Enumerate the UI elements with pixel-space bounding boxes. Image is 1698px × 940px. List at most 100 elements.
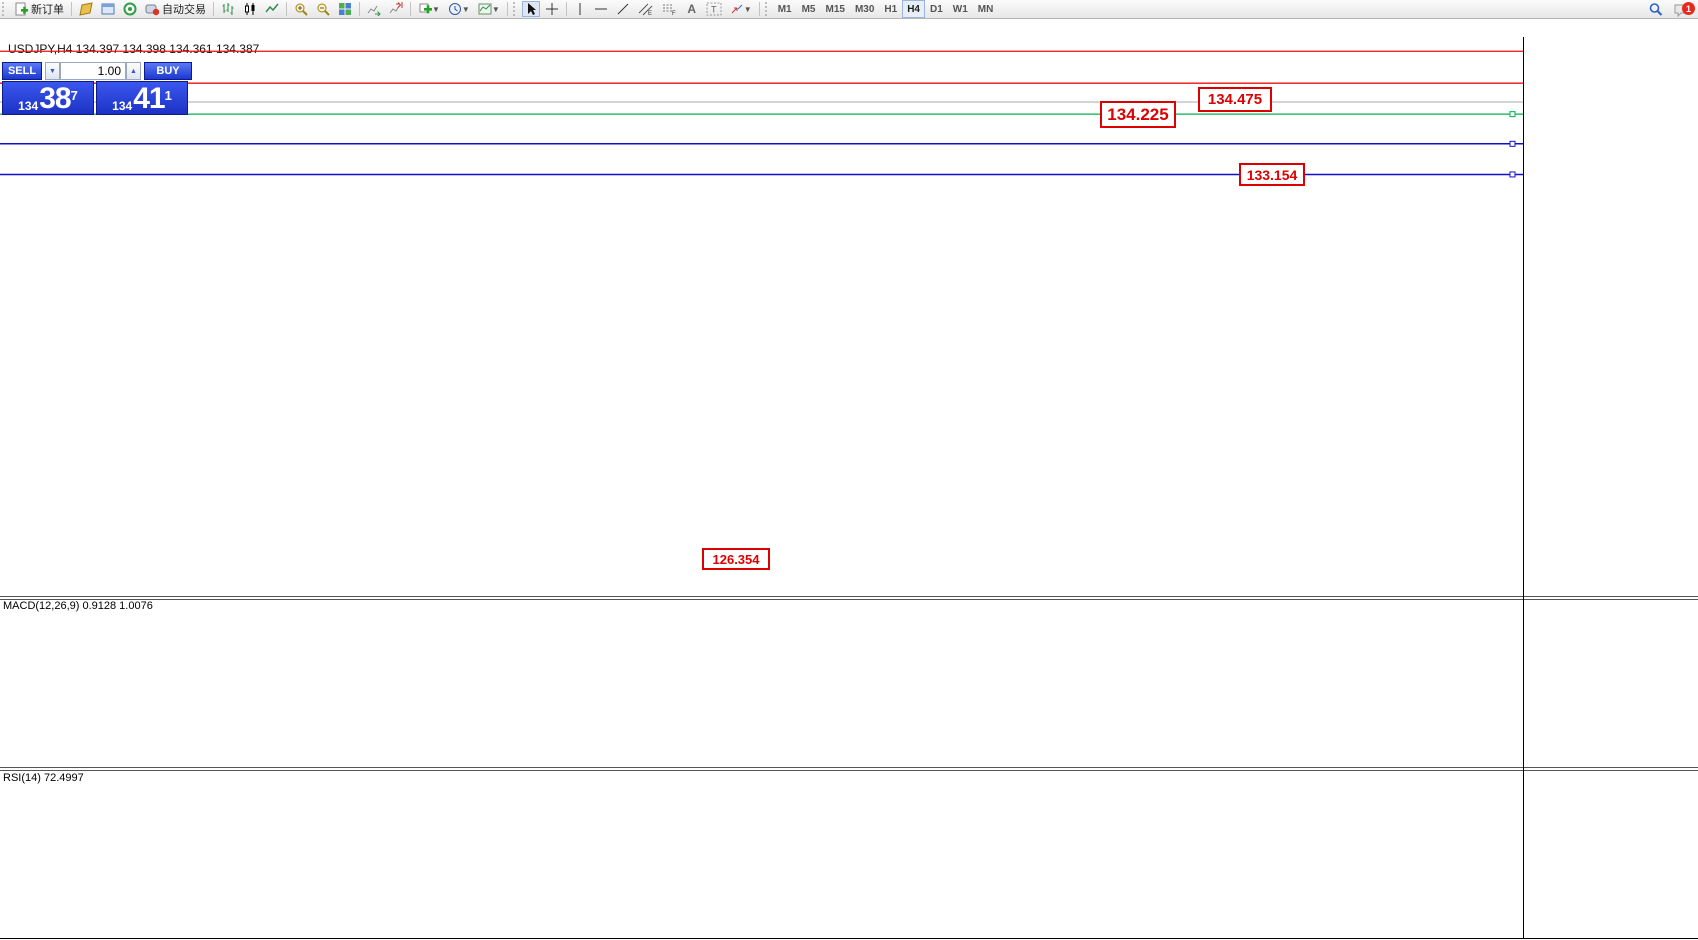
sell-price-big: 38 xyxy=(39,82,71,115)
crosshair-icon xyxy=(545,2,559,16)
trendline-button[interactable] xyxy=(613,1,633,17)
buy-price-display[interactable]: 134 41 1 xyxy=(96,81,188,115)
separator xyxy=(286,2,287,16)
shapes-icon xyxy=(730,2,744,16)
new-order-icon xyxy=(14,2,28,16)
auto-scroll-button[interactable] xyxy=(364,1,384,17)
tile-windows-button[interactable] xyxy=(335,1,355,17)
add-indicator-icon xyxy=(418,2,432,16)
timeframe-H1[interactable]: H1 xyxy=(884,3,898,15)
timeframe-H4[interactable]: H4 xyxy=(902,0,925,18)
chart-title-text: USDJPY,H4 134.397 134.398 134.361 134.38… xyxy=(8,42,260,56)
auto-trading-button[interactable]: 自动交易 xyxy=(142,1,209,17)
templates-button[interactable]: ▼ xyxy=(475,1,503,17)
timeframe-bar: M1 M5 M15 M30 H1 H4 D1 W1 MN xyxy=(773,0,999,18)
text-label-button[interactable]: T xyxy=(703,1,725,17)
svg-text:E: E xyxy=(648,11,652,16)
timeframe-MN[interactable]: MN xyxy=(977,3,994,15)
vertical-line-icon xyxy=(575,2,585,16)
buy-price-sup: 1 xyxy=(164,88,172,103)
pane-frames xyxy=(0,37,1698,939)
chart-area[interactable]: USDJPY,H4 134.397 134.398 134.361 134.38… xyxy=(0,19,1698,940)
annotation-box-134475[interactable]: 134.475 xyxy=(1198,87,1272,112)
line-chart-button[interactable] xyxy=(262,1,282,17)
zoom-in-button[interactable] xyxy=(291,1,311,17)
templates-icon xyxy=(478,2,492,16)
charts-button[interactable] xyxy=(76,1,96,17)
sell-price-sup: 7 xyxy=(70,88,78,103)
candlestick-icon xyxy=(243,2,257,16)
notification-badge: 1 xyxy=(1682,2,1695,15)
market-watch-button[interactable] xyxy=(98,1,118,17)
search-button[interactable] xyxy=(1645,1,1666,17)
signals-icon xyxy=(123,2,137,16)
channel-button[interactable]: E xyxy=(635,1,657,17)
buy-price-big: 41 xyxy=(133,82,165,115)
annotation-box-133154[interactable]: 133.154 xyxy=(1239,163,1305,186)
periods-button[interactable]: ▼ xyxy=(445,1,473,17)
text-icon: A xyxy=(687,2,697,16)
channel-icon: E xyxy=(638,2,654,16)
periods-icon xyxy=(448,2,462,16)
macd-label: MACD(12,26,9) 0.9128 1.0076 xyxy=(3,600,153,612)
timeframe-M15[interactable]: M15 xyxy=(825,3,845,15)
chart-shift-icon xyxy=(389,2,403,16)
chevron-down-icon: ▼ xyxy=(743,4,752,14)
buy-price-small: 134 xyxy=(112,99,133,113)
candlestick-button[interactable] xyxy=(240,1,260,17)
chart-title: USDJPY,H4 134.397 134.398 134.361 134.38… xyxy=(8,42,259,56)
separator xyxy=(758,2,760,16)
chart-canvas xyxy=(0,37,1698,939)
sell-price-small: 134 xyxy=(18,99,39,113)
buy-button[interactable]: BUY xyxy=(144,62,192,80)
new-order-button[interactable]: 新订单 xyxy=(11,1,67,17)
volume-down-button[interactable]: ▼ xyxy=(45,62,60,80)
timeframe-M1[interactable]: M1 xyxy=(777,3,792,15)
timeframe-M30[interactable]: M30 xyxy=(854,3,875,15)
fibonacci-icon: F xyxy=(662,2,678,16)
timeframe-W1[interactable]: W1 xyxy=(952,3,968,15)
chevron-down-icon: ▼ xyxy=(491,4,500,14)
notifications-button[interactable]: 1 xyxy=(1668,1,1695,17)
zoom-in-icon xyxy=(294,2,308,16)
crosshair-button[interactable] xyxy=(542,1,562,17)
auto-trading-label: 自动交易 xyxy=(162,4,206,16)
bar-chart-icon xyxy=(221,2,235,16)
shapes-button[interactable]: ▼ xyxy=(727,1,755,17)
annotation-box-134225[interactable]: 134.225 xyxy=(1100,101,1176,128)
add-indicator-button[interactable]: ▼ xyxy=(415,1,443,17)
svg-text:F: F xyxy=(672,11,676,16)
trendline-icon xyxy=(616,2,630,16)
sell-button[interactable]: SELL xyxy=(2,62,42,80)
timeframe-D1[interactable]: D1 xyxy=(930,3,943,15)
tile-windows-icon xyxy=(338,2,352,16)
annotation-box-126354[interactable]: 126.354 xyxy=(702,548,770,570)
cursor-button[interactable] xyxy=(521,1,540,17)
auto-scroll-icon xyxy=(367,2,381,16)
separator xyxy=(213,2,214,16)
one-click-panel: SELL ▼ 1.00 ▲ BUY 134 38 7 134 41 1 xyxy=(2,62,192,115)
volume-up-button[interactable]: ▲ xyxy=(126,62,141,80)
horizontal-line-button[interactable] xyxy=(591,1,611,17)
horizontal-line-icon xyxy=(594,2,608,16)
chart-shift-button[interactable] xyxy=(386,1,406,17)
text-button[interactable]: A xyxy=(683,1,701,17)
toolbar-grip[interactable] xyxy=(512,2,519,16)
chevron-down-icon: ▼ xyxy=(432,4,440,14)
auto-trading-icon xyxy=(145,2,159,16)
separator xyxy=(359,2,360,16)
new-order-label: 新订单 xyxy=(31,4,64,16)
vertical-line-button[interactable] xyxy=(571,1,589,17)
toolbar-grip[interactable] xyxy=(2,2,8,16)
fibonacci-button[interactable]: F xyxy=(659,1,681,17)
zoom-out-button[interactable] xyxy=(313,1,333,17)
timeframe-M5[interactable]: M5 xyxy=(801,3,816,15)
signals-button[interactable] xyxy=(120,1,140,17)
separator xyxy=(565,2,567,16)
volume-input[interactable]: 1.00 xyxy=(60,62,126,80)
toolbar-grip[interactable] xyxy=(764,2,771,16)
bar-chart-button[interactable] xyxy=(218,1,238,17)
horizontal-level-lines[interactable] xyxy=(0,50,1523,178)
sell-price-display[interactable]: 134 38 7 xyxy=(2,81,94,115)
